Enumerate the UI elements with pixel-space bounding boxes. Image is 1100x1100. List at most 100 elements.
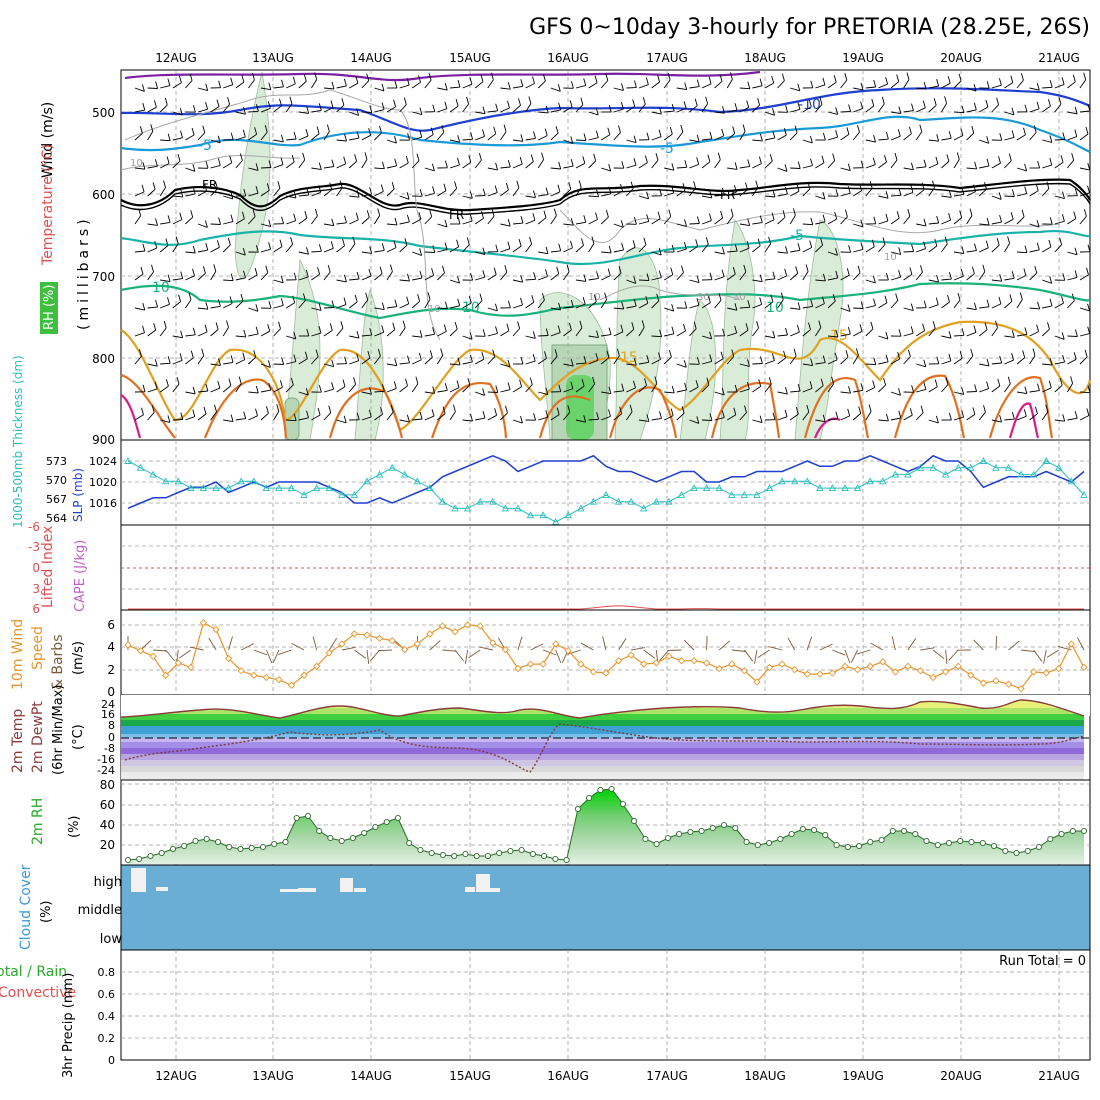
wind-barb-flag xyxy=(681,406,685,414)
wind-barb-flag xyxy=(280,275,284,283)
wind-barb-flag xyxy=(620,324,624,332)
wind-barb-shaft xyxy=(1079,307,1090,312)
surface-wind-barb xyxy=(631,647,645,651)
wind-barb-shaft xyxy=(1041,188,1050,197)
wind-barb-flag xyxy=(167,215,171,223)
contour-freezing-b xyxy=(120,182,1091,215)
wind10m-label-speed: Speed xyxy=(30,626,46,670)
contour-label: -5 xyxy=(790,228,804,244)
wind-barb-shaft xyxy=(852,272,861,281)
wind-barb-shaft xyxy=(550,307,561,311)
wind-speed-point xyxy=(564,647,572,655)
wind-barb-flag xyxy=(998,296,1002,305)
wind-barb-flag xyxy=(356,271,360,280)
wind-barb-shaft xyxy=(260,131,268,141)
surface-wind-barb xyxy=(464,649,469,664)
wind-speed-point xyxy=(627,651,635,659)
wind-barb-flag xyxy=(403,97,407,105)
wind-barb-shaft xyxy=(412,359,422,365)
wind-barb-shaft xyxy=(449,86,461,89)
wind-barb-flag xyxy=(344,215,347,223)
wind-barb-shaft xyxy=(1004,218,1014,225)
wind-barb-flag xyxy=(720,351,724,359)
wind-barb-shaft xyxy=(437,249,448,253)
wind-barb-flag xyxy=(267,360,271,368)
wind-barb-shaft xyxy=(840,134,850,141)
rh-point xyxy=(372,823,379,831)
wind-barb-shaft xyxy=(424,357,433,365)
wind-barb-flag xyxy=(393,99,397,107)
wind-barb-shaft xyxy=(777,193,788,197)
wind-barb-flag xyxy=(1087,244,1091,252)
rh-point xyxy=(349,834,356,842)
thickness-point xyxy=(514,504,522,512)
wind-barb-flag xyxy=(1011,189,1015,197)
wind-barb-flag xyxy=(570,81,574,89)
thickness-tick: 567 xyxy=(46,493,67,506)
cloud-level-high: high xyxy=(94,875,122,890)
wind-barb-flag xyxy=(847,326,851,335)
wind-barb-shaft xyxy=(928,245,938,253)
wind-barb-shaft xyxy=(185,216,194,225)
wind-barb-flag xyxy=(205,242,209,251)
wind-barb-shaft xyxy=(449,188,457,197)
rh-point xyxy=(799,825,806,833)
wind-barb-flag xyxy=(303,74,307,82)
wind-barb-shaft xyxy=(500,189,509,197)
rh-point xyxy=(721,821,728,829)
wind-barb-flag xyxy=(279,380,283,388)
wind-barb-shaft xyxy=(538,335,549,337)
wind-barb-flag xyxy=(391,181,395,190)
wind-barb-flag xyxy=(252,209,256,217)
wind-barb-flag xyxy=(1070,376,1074,384)
wind-barb-shaft xyxy=(462,419,473,422)
wind-barb-flag xyxy=(392,322,396,330)
wind-barb-shaft xyxy=(764,137,775,141)
wind-barb-flag xyxy=(706,377,710,385)
wind-barb-flag xyxy=(204,220,208,228)
wind-barb-flag xyxy=(180,130,183,138)
wind-barb-shaft xyxy=(714,300,722,309)
wind-barb-shaft xyxy=(134,414,144,421)
contour-label: 15 xyxy=(620,350,638,366)
top-date-axis: 12AUG 13AUG 14AUG 15AUG 16AUG 17AUG 18AU… xyxy=(155,51,1080,65)
wind-barb-shaft xyxy=(953,299,961,309)
wind-barb-shaft xyxy=(323,271,331,281)
wind-barb-shaft xyxy=(273,328,281,337)
wind-barb-flag xyxy=(201,348,205,356)
wind-barb-flag xyxy=(507,159,511,168)
wind-barb-flag xyxy=(671,326,675,334)
wind-barb-shaft xyxy=(550,273,559,281)
wind-barb-shaft xyxy=(991,104,999,113)
wind-speed-point xyxy=(715,664,723,673)
wind-barb-shaft xyxy=(361,299,369,309)
wind-barb-shaft xyxy=(273,86,284,89)
wind-barb-flag xyxy=(481,352,485,360)
wind-barb-shaft xyxy=(487,356,496,365)
wind-barb-shaft xyxy=(916,363,926,368)
wind-barb-shaft xyxy=(928,328,936,337)
wind-barb-shaft xyxy=(487,192,498,197)
wind-barb-flag xyxy=(683,323,686,332)
surface-wind-barb xyxy=(179,649,192,659)
wind-barb-shaft xyxy=(991,303,1002,309)
wind-barb-shaft xyxy=(865,279,876,284)
wind-barb-flag xyxy=(302,293,306,301)
wind-barb-flag xyxy=(440,348,444,356)
wind-barb-flag xyxy=(810,358,814,366)
surface-wind-barb xyxy=(1046,649,1060,658)
wind-barb-shaft xyxy=(361,193,372,197)
date-label-bottom: 20AUG xyxy=(940,1069,982,1083)
wind-barb-flag xyxy=(180,330,184,338)
surface-wind-barb xyxy=(479,646,493,651)
wind-barb-shaft xyxy=(235,335,246,338)
wind-barb-shaft xyxy=(1079,133,1089,141)
wind-speed-point xyxy=(388,636,396,645)
wind-barb-shaft xyxy=(815,84,826,89)
rh-point xyxy=(406,839,413,847)
thickness-point xyxy=(677,490,686,498)
wind-barb-shaft xyxy=(399,303,409,309)
wind-barb-shaft xyxy=(853,223,863,228)
wind-barb-shaft xyxy=(689,386,699,393)
wind-barb-flag xyxy=(381,302,385,310)
